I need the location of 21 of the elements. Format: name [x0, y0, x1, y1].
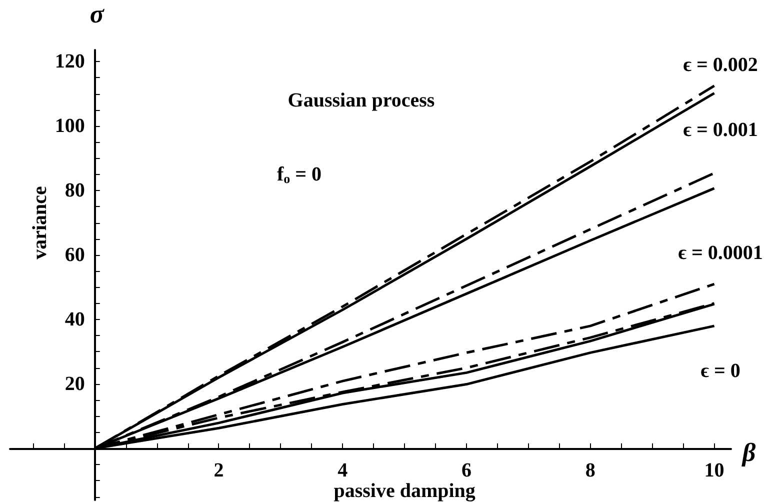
text: σ [90, 0, 105, 28]
x-tick-label: 2 [214, 459, 224, 482]
annotation: fo = 0 [276, 163, 322, 186]
annotation: ϵ = 0 [700, 360, 740, 382]
y-tick-label: 40 [64, 308, 85, 330]
annotation: Gaussian process [288, 89, 435, 112]
annotation: ϵ = 0.001 [683, 118, 758, 141]
annotation: ϵ = 0.0001 [678, 242, 763, 264]
annotation: ϵ = 0.002 [683, 54, 758, 76]
x-tick-label: 8 [585, 459, 596, 482]
x-tick-label: 4 [338, 459, 348, 482]
y-tick-label: 60 [64, 244, 85, 266]
x-axis-title: passive damping [334, 480, 476, 502]
text: β [741, 438, 756, 467]
x-tick-label: 6 [462, 459, 472, 482]
y-tick-label: 20 [64, 372, 85, 395]
y-tick-label: 100 [54, 115, 85, 138]
x-tick-label: 10 [704, 459, 724, 482]
y-axis-title: variance [29, 186, 51, 260]
y-tick-label: 80 [64, 180, 85, 202]
y-tick-label: 120 [54, 50, 85, 73]
